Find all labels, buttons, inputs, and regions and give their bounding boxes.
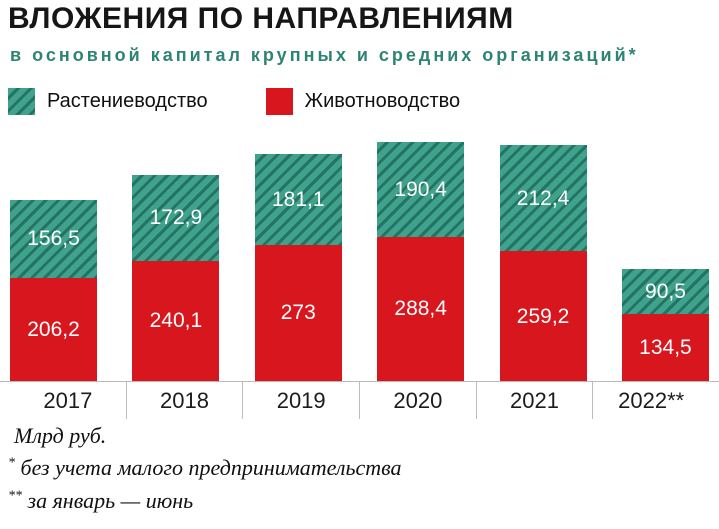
x-axis-label: 2020 [359, 382, 476, 419]
x-axis-label: 2021 [475, 382, 593, 419]
legend-label: Животноводство [304, 90, 461, 112]
bar-column-2019: 181,1 273 [254, 153, 342, 381]
bar-column-2017: 156,5 206,2 [10, 199, 97, 381]
legend-item-zhivotnovodstvo: Животноводство [265, 88, 461, 115]
segment-rastenievodstvo: 190,4 [377, 141, 465, 237]
x-axis-label: 2022** [592, 382, 709, 419]
segment-rastenievodstvo: 172,9 [132, 174, 220, 261]
x-axis-label: 2017 [43, 387, 93, 413]
bar-value-label: 240,1 [149, 309, 203, 333]
segment-rastenievodstvo: 212,4 [499, 145, 587, 252]
footnote-2-text: за январь — июнь [22, 488, 194, 513]
bar-column-2022: 90,5 134,5 [621, 268, 709, 381]
chart-legend: Растениеводство Животноводство [8, 88, 460, 115]
bar-value-label: 273 [280, 301, 316, 325]
footnote-2: ** за январь — июнь [8, 488, 193, 514]
bar-value-label: 134,5 [639, 335, 692, 359]
x-axis-line [0, 381, 719, 382]
page-subtitle: в основной капитал крупных и средних орг… [10, 45, 639, 65]
segment-rastenievodstvo: 90,5 [621, 268, 709, 314]
footnote-1-text: без учета малого предпринимательства [15, 455, 402, 480]
bar-value-label: 288,4 [394, 297, 447, 321]
bar-value-label: 172,9 [149, 206, 203, 230]
bar-value-label: 190,4 [394, 177, 447, 201]
page-title: ВЛОЖЕНИЯ ПО НАПРАВЛЕНИЯМ [8, 2, 514, 35]
footnote-1: * без учета малого предпринимательства [8, 455, 402, 481]
legend-item-rastenievodstvo: Растениеводство [8, 88, 208, 115]
x-axis-label: 2018 [125, 382, 243, 419]
segment-rastenievodstvo: 156,5 [10, 199, 97, 278]
segment-zhivotnovodstvo: 134,5 [621, 313, 709, 381]
segment-zhivotnovodstvo: 259,2 [499, 251, 587, 381]
legend-swatch-zhivotnovodstvo-icon [265, 88, 293, 115]
x-axis-label: 2019 [242, 382, 359, 419]
bar-value-label: 181,1 [272, 187, 325, 211]
segment-zhivotnovodstvo: 288,4 [377, 236, 465, 381]
bar-value-label: 90,5 [645, 279, 686, 303]
segment-zhivotnovodstvo: 240,1 [132, 260, 220, 381]
legend-label: Растениеводство [47, 90, 208, 112]
units-label: Млрд руб. [14, 423, 107, 448]
bar-value-label: 156,5 [27, 227, 80, 251]
bar-column-2020: 190,4 288,4 [377, 141, 465, 381]
segment-zhivotnovodstvo: 206,2 [10, 277, 97, 381]
footnote-1-marker: * [8, 455, 15, 471]
segment-rastenievodstvo: 181,1 [254, 153, 342, 245]
x-axis: 2017 2018 2019 2020 2021 2022** [10, 382, 709, 419]
bar-chart: 156,5 206,2 172,9 240,1 181,1 273 190,4 288,4 21… [10, 120, 709, 381]
footnote-2-marker: ** [8, 488, 22, 504]
bar-value-label: 206,2 [27, 317, 80, 341]
bar-value-label: 259,2 [516, 304, 570, 328]
segment-zhivotnovodstvo: 273 [254, 244, 342, 381]
legend-swatch-rastenievodstvo-icon [8, 88, 35, 115]
bar-column-2021: 212,4 259,2 [499, 145, 587, 381]
bar-column-2018: 172,9 240,1 [132, 174, 220, 381]
bar-value-label: 212,4 [516, 186, 570, 210]
